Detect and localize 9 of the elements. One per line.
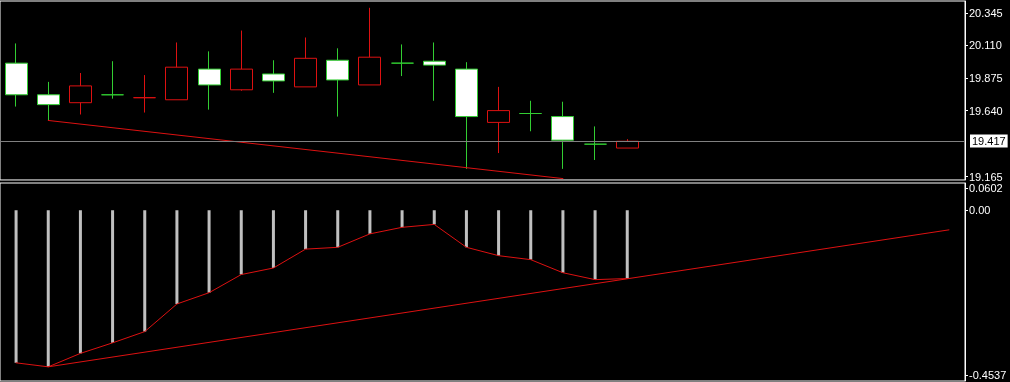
y-tick-label: 19.640 xyxy=(969,104,1003,117)
y-tick-label: 19.875 xyxy=(969,72,1003,84)
y-tick-label: 20.110 xyxy=(969,39,1002,52)
y-tick-label: 20.345 xyxy=(969,6,1003,19)
y-tick-label: -0.4537 xyxy=(969,369,1007,382)
y-tick-label: 0.00 xyxy=(969,204,991,217)
y-tick-label: 19.165 xyxy=(969,170,1003,183)
y-tick-label: 0.0602 xyxy=(969,182,1003,195)
ref-line-label: 19.417 xyxy=(972,135,1006,148)
